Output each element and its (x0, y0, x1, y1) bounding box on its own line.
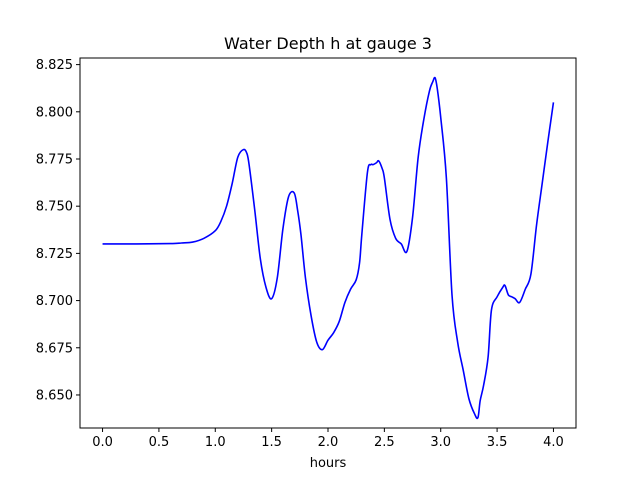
series-layer (102, 76, 555, 420)
x-tick-label: 2.5 (374, 435, 395, 450)
x-tick-label: 4.0 (543, 435, 564, 450)
y-tick-label: 8.750 (36, 200, 73, 215)
y-tick-label: 8.675 (36, 341, 73, 356)
x-tick-label: 3.0 (430, 435, 451, 450)
y-axis: 8.650 8.675 8.700 8.725 8.750 8.775 8.800 8.825 (36, 58, 80, 403)
x-tick-label: 3.5 (487, 435, 508, 450)
y-tick-label: 8.650 (36, 388, 73, 403)
y-tick-label: 8.775 (36, 152, 73, 167)
x-tick-label: 0.5 (149, 435, 170, 450)
x-axis-title: hours (310, 456, 347, 471)
y-tick-label: 8.800 (36, 105, 73, 120)
series-line (102, 76, 555, 420)
x-tick-label: 0.0 (92, 435, 113, 450)
x-axis: 0.0 0.5 1.0 1.5 2.0 2.5 3.0 3.5 4.0 (92, 428, 564, 450)
chart-title: Water Depth h at gauge 3 (224, 34, 432, 53)
y-tick-label: 8.825 (36, 58, 73, 73)
x-tick-label: 1.5 (261, 435, 282, 450)
y-tick-label: 8.700 (36, 294, 73, 309)
x-tick-label: 2.0 (318, 435, 339, 450)
x-tick-label: 1.0 (205, 435, 226, 450)
y-tick-label: 8.725 (36, 247, 73, 262)
